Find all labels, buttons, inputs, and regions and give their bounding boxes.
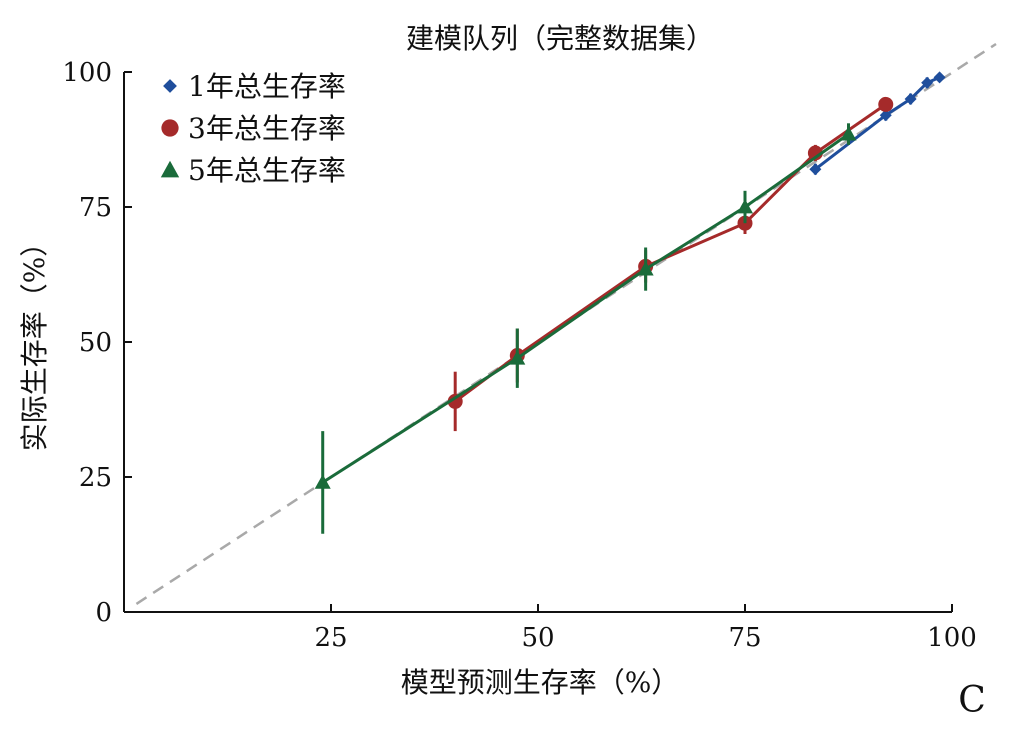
legend-label-1: 1年总生存率 [188, 70, 346, 103]
y-tick-label: 100 [62, 58, 112, 88]
reference-diagonal-line [135, 42, 997, 605]
series-1-line [814, 76, 941, 171]
y-tick-label: 25 [79, 463, 112, 493]
series-3-point [737, 199, 753, 214]
series-3-point [509, 350, 526, 365]
series-1-point [933, 71, 946, 84]
x-tick-label: 25 [314, 623, 347, 653]
legend-marker-3 [160, 160, 180, 178]
series-1-point [904, 93, 917, 105]
x-tick-label: 100 [927, 623, 977, 653]
x-tick-label: 75 [728, 623, 761, 653]
series-2-point [878, 96, 894, 112]
x-axis-label: 模型预测生存率（%） [401, 666, 680, 699]
y-axis-label: 实际生存率（%） [18, 229, 51, 452]
series-1-point [809, 163, 822, 176]
series-3-point [637, 261, 654, 276]
plot-area: 25 50 75 100 0 25 50 75 100 [62, 42, 997, 653]
panel-label: C [958, 680, 986, 721]
legend-marker-1 [163, 79, 177, 93]
series-2-point [807, 145, 823, 161]
y-tick-label: 75 [79, 193, 112, 223]
x-tick-label: 50 [521, 623, 554, 653]
y-tick-label: 0 [95, 598, 112, 628]
series-1-point [921, 76, 934, 89]
y-tick-label: 50 [79, 328, 112, 358]
legend-label-2: 3年总生存率 [188, 112, 346, 145]
legend-label-3: 5年总生存率 [188, 154, 346, 187]
series-3-point [840, 126, 857, 141]
legend-marker-2 [161, 119, 179, 137]
legend: 1年总生存率 3年总生存率 5年总生存率 [160, 70, 346, 187]
chart-title: 建模队列（完整数据集） [406, 22, 714, 55]
series-3-point [314, 474, 331, 489]
series-2-point [447, 393, 463, 409]
series-1-point [879, 109, 892, 122]
